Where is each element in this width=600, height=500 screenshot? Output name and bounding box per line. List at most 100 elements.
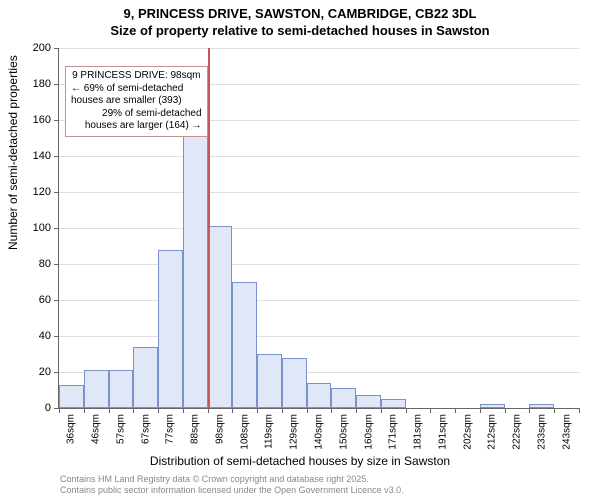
histogram-bar (307, 383, 332, 408)
xtick-label: 140sqm (314, 414, 325, 450)
histogram-bar (133, 347, 158, 408)
histogram-bar (59, 385, 84, 408)
xtick-label: 243sqm (561, 414, 572, 450)
histogram-bar (208, 226, 233, 408)
ytick-mark (54, 156, 59, 157)
ytick-mark (54, 300, 59, 301)
reference-line (208, 48, 210, 408)
xtick-mark (554, 408, 555, 413)
xtick-mark (109, 408, 110, 413)
gridline (59, 156, 579, 157)
ytick-label: 60 (39, 294, 51, 306)
xtick-mark (232, 408, 233, 413)
ytick-label: 100 (33, 222, 51, 234)
ytick-mark (54, 84, 59, 85)
xtick-mark (430, 408, 431, 413)
xtick-label: 222sqm (512, 414, 523, 450)
annotation-box: 9 PRINCESS DRIVE: 98sqm← 69% of semi-det… (65, 66, 208, 137)
xtick-mark (381, 408, 382, 413)
ytick-mark (54, 336, 59, 337)
xtick-label: 36sqm (66, 414, 77, 444)
ytick-mark (54, 372, 59, 373)
chart-title: 9, PRINCESS DRIVE, SAWSTON, CAMBRIDGE, C… (0, 0, 600, 40)
ytick-mark (54, 228, 59, 229)
xtick-label: 191sqm (437, 414, 448, 450)
histogram-bar (331, 388, 356, 408)
xtick-label: 212sqm (487, 414, 498, 450)
histogram-bar (282, 358, 307, 408)
gridline (59, 228, 579, 229)
ytick-label: 120 (33, 186, 51, 198)
ytick-label: 80 (39, 258, 51, 270)
credit-line-2: Contains public sector information licen… (60, 485, 404, 496)
xtick-label: 129sqm (289, 414, 300, 450)
xtick-mark (59, 408, 60, 413)
histogram-bar (183, 133, 208, 408)
xtick-mark (579, 408, 580, 413)
histogram-bar (480, 404, 505, 408)
xtick-label: 46sqm (91, 414, 102, 444)
ytick-mark (54, 192, 59, 193)
xtick-mark (356, 408, 357, 413)
gridline (59, 48, 579, 49)
xtick-label: 67sqm (140, 414, 151, 444)
x-axis-label: Distribution of semi-detached houses by … (0, 454, 600, 468)
xtick-label: 119sqm (264, 414, 275, 449)
histogram-bar (381, 399, 406, 408)
ytick-label: 180 (33, 78, 51, 90)
ytick-mark (54, 48, 59, 49)
xtick-mark (133, 408, 134, 413)
histogram-bar (232, 282, 257, 408)
xtick-mark (505, 408, 506, 413)
annotation-line-1: 9 PRINCESS DRIVE: 98sqm (71, 70, 202, 83)
credits: Contains HM Land Registry data © Crown c… (60, 474, 404, 496)
gridline (59, 192, 579, 193)
xtick-mark (282, 408, 283, 413)
ytick-mark (54, 264, 59, 265)
xtick-label: 77sqm (165, 414, 176, 444)
xtick-mark (158, 408, 159, 413)
xtick-label: 88sqm (190, 414, 201, 444)
xtick-mark (480, 408, 481, 413)
ytick-label: 140 (33, 150, 51, 162)
ytick-label: 160 (33, 114, 51, 126)
title-line-2: Size of property relative to semi-detach… (0, 23, 600, 40)
xtick-mark (208, 408, 209, 413)
xtick-mark (455, 408, 456, 413)
gridline (59, 264, 579, 265)
xtick-label: 202sqm (462, 414, 473, 450)
xtick-mark (331, 408, 332, 413)
histogram-bar (529, 404, 554, 408)
histogram-bar (84, 370, 109, 408)
gridline (59, 336, 579, 337)
xtick-mark (257, 408, 258, 413)
histogram-bar (257, 354, 282, 408)
xtick-mark (183, 408, 184, 413)
title-line-1: 9, PRINCESS DRIVE, SAWSTON, CAMBRIDGE, C… (0, 6, 600, 23)
ytick-label: 40 (39, 330, 51, 342)
xtick-label: 233sqm (536, 414, 547, 450)
gridline (59, 300, 579, 301)
ytick-label: 0 (45, 402, 51, 414)
histogram-bar (109, 370, 134, 408)
y-axis-label: Number of semi-detached properties (6, 55, 20, 250)
xtick-mark (307, 408, 308, 413)
xtick-mark (529, 408, 530, 413)
xtick-label: 150sqm (338, 414, 349, 450)
xtick-mark (84, 408, 85, 413)
ytick-label: 200 (33, 42, 51, 54)
xtick-label: 181sqm (413, 414, 424, 450)
histogram-bar (158, 250, 183, 408)
xtick-label: 57sqm (115, 414, 126, 444)
xtick-label: 160sqm (363, 414, 374, 450)
ytick-mark (54, 120, 59, 121)
xtick-label: 108sqm (239, 414, 250, 450)
histogram-bar (356, 395, 381, 408)
xtick-label: 98sqm (214, 414, 225, 444)
ytick-label: 20 (39, 366, 51, 378)
xtick-mark (406, 408, 407, 413)
plot-area: 02040608010012014016018020036sqm46sqm57s… (58, 48, 579, 409)
annotation-line-2: ← 69% of semi-detached houses are smalle… (71, 83, 202, 108)
xtick-label: 171sqm (388, 414, 399, 450)
credit-line-1: Contains HM Land Registry data © Crown c… (60, 474, 404, 485)
